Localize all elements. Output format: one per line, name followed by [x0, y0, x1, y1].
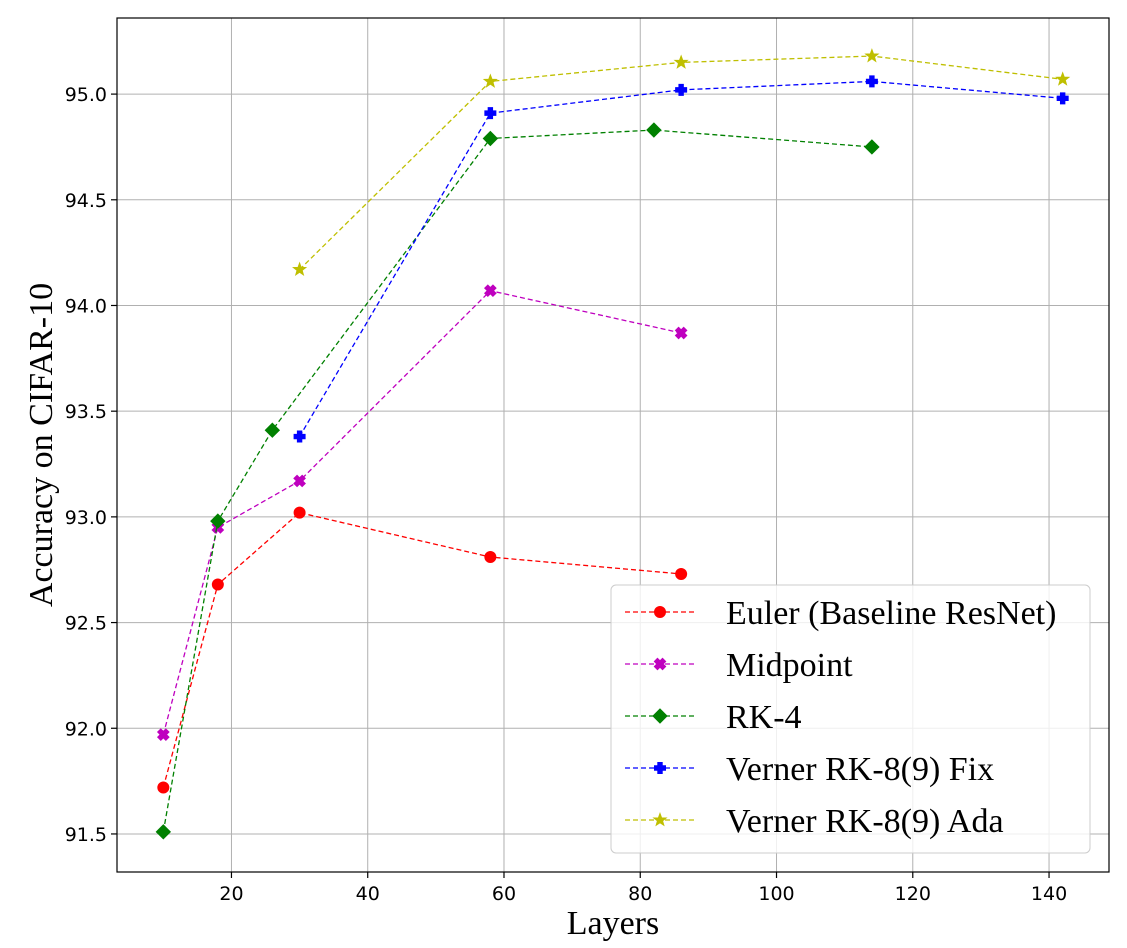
data-point-shape: [293, 474, 306, 488]
series-3: [293, 75, 1069, 443]
data-point: [864, 139, 880, 155]
legend-item: Verner RK-8(9) Ada: [625, 803, 1004, 840]
y-tick-label: 95.0: [65, 84, 107, 106]
series-1: [156, 284, 688, 741]
data-point-shape: [674, 326, 688, 340]
legend-marker: [653, 657, 667, 671]
series-line: [162, 511, 682, 788]
x-tick-label: 80: [628, 883, 652, 905]
legend-marker: [652, 812, 668, 827]
data-point: [157, 781, 170, 794]
series-layer: [155, 48, 1071, 840]
y-axis-title: Accuracy on CIFAR-10: [23, 283, 60, 607]
grid: [117, 18, 1109, 872]
x-tick-label: 140: [1031, 883, 1067, 905]
data-point-shape: [483, 284, 497, 298]
data-point: [210, 513, 226, 529]
data-point: [865, 75, 878, 88]
legend-box: [610, 584, 1091, 854]
legend-marker: [654, 762, 666, 774]
data-point: [293, 474, 306, 488]
data-point: [482, 130, 499, 147]
data-point: [293, 430, 306, 443]
data-point: [293, 506, 306, 519]
x-tick-label: 100: [758, 883, 794, 905]
legend-item: RK-4: [625, 699, 802, 736]
x-axis-ticks: 20 40 60 80 100 120 140: [219, 872, 1067, 905]
y-tick-label: 93.0: [65, 507, 107, 529]
x-tick-label: 40: [356, 883, 380, 905]
legend-item: Euler (Baseline ResNet): [625, 595, 1056, 632]
legend-label: Verner RK-8(9) Fix: [726, 751, 994, 788]
data-point: [674, 326, 688, 340]
series-line: [162, 129, 872, 832]
x-axis-title: Layers: [567, 905, 660, 942]
y-tick-label: 94.5: [65, 190, 107, 212]
data-point: [1056, 92, 1069, 105]
legend: Euler (Baseline ResNet) Midpoint RK-4 Verne…: [610, 584, 1091, 854]
data-point: [264, 422, 281, 438]
y-tick-label: 91.5: [65, 824, 107, 846]
legend-marker: [654, 606, 666, 618]
data-point: [484, 551, 497, 564]
data-point: [673, 54, 689, 69]
series-line: [162, 289, 682, 735]
data-point: [156, 728, 170, 741]
data-point: [482, 73, 498, 88]
series-4: [292, 48, 1071, 276]
legend-marker-shape: [653, 657, 667, 671]
y-tick-label: 93.5: [65, 401, 107, 423]
legend-label: RK-4: [726, 699, 802, 736]
series-0: [157, 506, 688, 794]
x-tick-label: 60: [492, 883, 516, 905]
data-point: [292, 261, 308, 276]
data-point: [155, 824, 172, 840]
y-tick-label: 94.0: [65, 295, 107, 317]
x-tick-label: 20: [219, 883, 243, 905]
x-tick-label: 120: [895, 883, 931, 905]
data-point-shape: [156, 728, 170, 741]
data-point: [483, 284, 497, 298]
legend-label: Verner RK-8(9) Ada: [726, 803, 1004, 840]
data-point: [675, 83, 688, 96]
data-point: [864, 48, 880, 63]
plot-frame: [116, 17, 1110, 873]
legend-item: Verner RK-8(9) Fix: [625, 751, 994, 788]
data-point: [211, 578, 224, 591]
legend-label: Euler (Baseline ResNet): [726, 595, 1056, 632]
legend-label: Midpoint: [726, 647, 853, 684]
series-line: [299, 80, 1063, 437]
data-point: [675, 567, 688, 580]
y-tick-label: 92.5: [65, 613, 107, 635]
y-tick-label: 92.0: [65, 718, 107, 740]
series-2: [155, 122, 880, 840]
legend-item: Midpoint: [625, 647, 853, 684]
legend-marker: [652, 708, 668, 724]
y-axis-ticks: 91.5 92.0 92.5 93.0 93.5 94.0 94.5 95.0: [65, 84, 117, 846]
data-point: [484, 107, 497, 120]
data-point: [1055, 71, 1071, 86]
data-point: [646, 122, 662, 138]
